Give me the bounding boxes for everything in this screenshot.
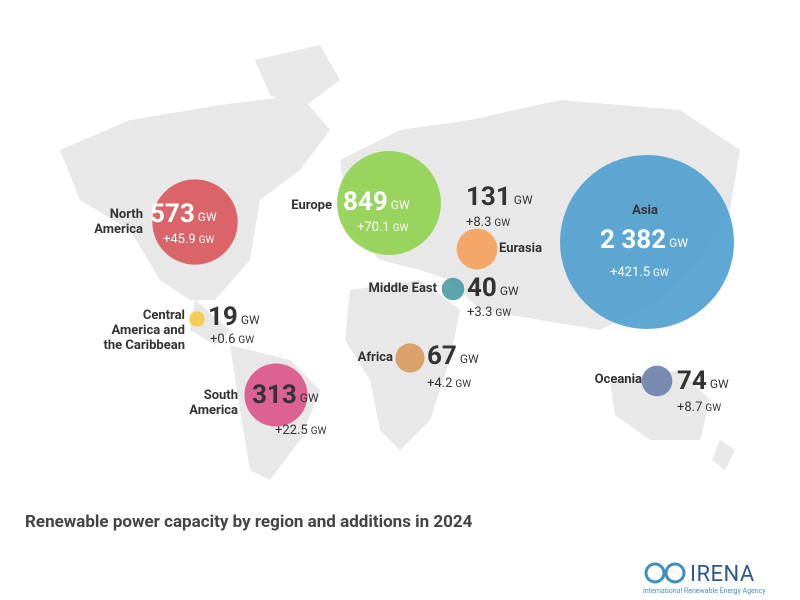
addition-value: +8.7 <box>677 400 703 415</box>
capacity-value: 573 <box>150 199 195 229</box>
addition: +4.2 GW <box>427 376 471 392</box>
region-name: Central America and the Caribbean <box>103 308 186 353</box>
addition: +70.1 GW <box>357 220 408 236</box>
region-bubble <box>337 151 441 255</box>
unit: GW <box>455 379 472 390</box>
region-name: North America <box>94 207 143 237</box>
title: Renewable power capacity by region and a… <box>25 512 473 532</box>
addition-value: +45.9 <box>163 232 196 247</box>
region-bubble <box>189 311 205 327</box>
unit: GW <box>495 308 512 319</box>
region-bubble <box>244 363 308 427</box>
addition: +45.9 GW <box>163 232 214 248</box>
logo-subtitle: International Renewable Energy Agency <box>643 587 766 595</box>
capacity-value: 131 <box>466 182 511 212</box>
addition-value: +3.3 <box>467 305 493 320</box>
capacity: 131 GW <box>466 183 533 211</box>
addition-value: +70.1 <box>357 220 390 235</box>
addition-value: +22.5 <box>275 423 308 438</box>
capacity-value: 313 <box>252 380 297 410</box>
unit: GW <box>459 352 479 366</box>
unit: GW <box>310 426 327 437</box>
region-name: Africa <box>357 350 393 365</box>
capacity: 67 GW <box>427 342 479 370</box>
unit: GW <box>494 218 511 229</box>
region-name: Eurasia <box>499 241 543 256</box>
region-name: South America <box>189 388 238 418</box>
unit: GW <box>669 236 688 250</box>
addition-value: +0.6 <box>210 332 236 347</box>
region-name: Europe <box>291 198 332 213</box>
unit: GW <box>238 335 255 346</box>
region-bubble <box>560 155 734 329</box>
unit: GW <box>705 403 722 414</box>
region-bubble <box>395 343 425 373</box>
capacity: 19 GW <box>208 303 260 331</box>
capacity: 573 GW <box>150 200 217 228</box>
addition-value: +4.2 <box>427 376 453 391</box>
addition-value: +421.5 <box>610 265 651 280</box>
region-name: Middle East <box>368 281 438 296</box>
region-bubble <box>641 365 673 397</box>
unit: GW <box>197 210 217 224</box>
unit: GW <box>198 235 215 246</box>
unit: GW <box>390 198 410 212</box>
capacity-value: 67 <box>427 341 457 371</box>
unit: GW <box>653 268 669 279</box>
addition-value: +8.3 <box>466 215 492 230</box>
region-bubble <box>456 228 498 270</box>
capacity-value: 40 <box>467 273 497 303</box>
capacity: 40 GW <box>467 274 519 302</box>
unit: GW <box>709 377 729 391</box>
addition: +8.3 GW <box>466 215 510 231</box>
capacity: 74 GW <box>677 367 729 395</box>
addition: +0.6 GW <box>210 332 254 348</box>
capacity-value: 19 <box>208 302 238 332</box>
region-bubble <box>152 179 238 265</box>
addition: +8.7 GW <box>677 400 721 416</box>
unit: GW <box>240 313 260 327</box>
addition: +421.5 GW <box>610 265 669 281</box>
unit: GW <box>299 391 319 405</box>
region-name: Oceania <box>594 372 642 387</box>
unit: GW <box>513 193 533 207</box>
capacity-value: 2 382 <box>600 225 667 255</box>
capacity: 2 382 GW <box>600 226 688 254</box>
capacity-value: 74 <box>677 366 707 396</box>
capacity: 849 GW <box>343 188 410 216</box>
unit: GW <box>499 284 519 298</box>
capacity-value: 849 <box>343 187 388 217</box>
capacity: 313 GW <box>252 381 319 409</box>
addition: +3.3 GW <box>467 305 511 321</box>
region-name: Asia <box>632 203 658 218</box>
region-bubble <box>441 277 465 301</box>
logo: IRENA <box>690 562 755 587</box>
addition: +22.5 GW <box>275 423 326 439</box>
unit: GW <box>392 223 409 234</box>
logo-icon <box>644 562 686 584</box>
